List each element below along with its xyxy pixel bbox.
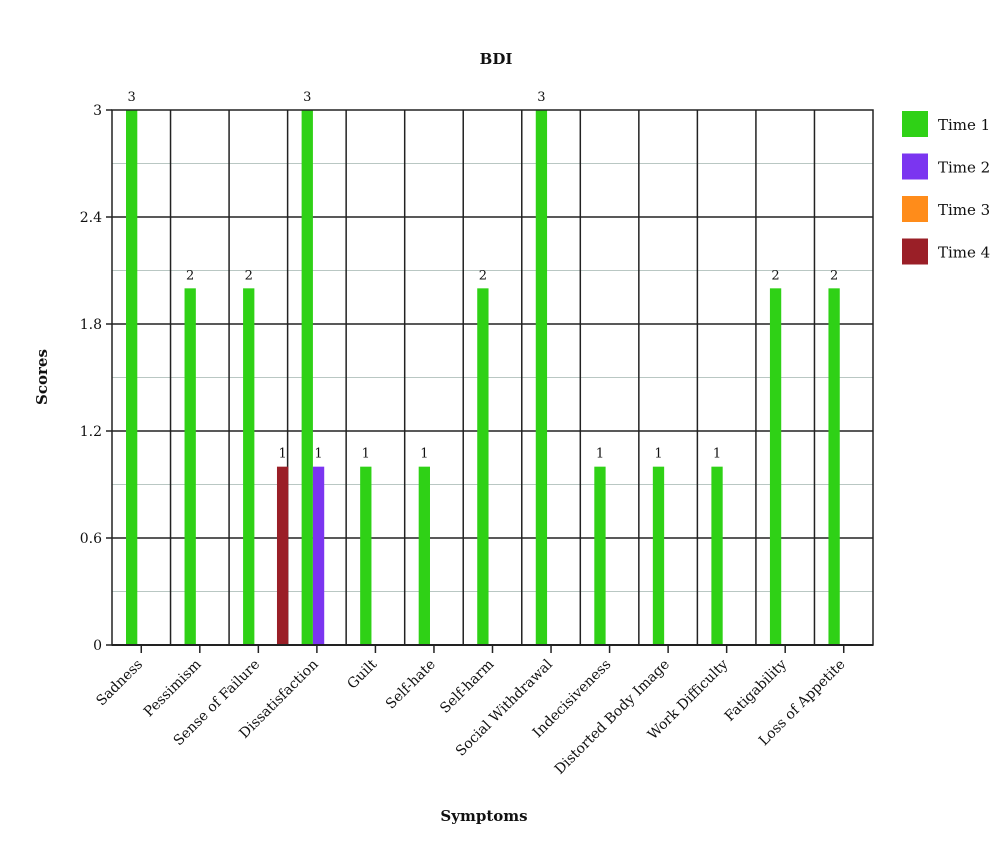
data-label: 2 — [771, 268, 779, 283]
data-label: 1 — [654, 447, 662, 462]
data-label: 2 — [186, 268, 194, 283]
y-tick-label: 0.6 — [80, 531, 102, 547]
bar — [594, 466, 606, 645]
data-label: 1 — [596, 447, 604, 462]
legend-label: Time 2 — [938, 159, 990, 177]
data-label: 3 — [537, 90, 545, 105]
bar — [126, 110, 138, 645]
bars — [126, 110, 840, 645]
y-tick-label: 3 — [93, 103, 102, 119]
data-label: 1 — [362, 447, 370, 462]
legend-label: Time 1 — [938, 116, 990, 134]
bar — [418, 466, 430, 645]
bar — [711, 466, 723, 645]
legend-swatch — [902, 196, 928, 222]
bar — [184, 288, 196, 645]
y-tick-label: 0 — [93, 638, 102, 654]
data-labels: 3 2 2 1 3 1 1 1 2 3 1 1 1 2 2 — [128, 90, 839, 462]
y-tick-label: 2.4 — [80, 210, 102, 226]
x-axis-title: Symptoms — [440, 807, 527, 825]
bar — [477, 288, 489, 645]
data-label: 1 — [314, 447, 322, 462]
data-label: 3 — [303, 90, 311, 105]
data-label: 2 — [830, 268, 838, 283]
bar — [243, 288, 255, 645]
x-category-label: Social Withdrawal — [453, 656, 556, 759]
bar — [301, 110, 313, 645]
bar — [769, 288, 782, 645]
bar — [276, 466, 289, 645]
bar — [360, 466, 372, 645]
data-label: 1 — [420, 447, 428, 462]
x-category-label: Sadness — [93, 657, 146, 710]
y-axis-title: Scores — [33, 349, 51, 405]
y-ticks: 0 0.6 1.2 1.8 2.4 3 — [80, 103, 112, 654]
legend-swatch — [902, 111, 928, 137]
legend-swatch — [902, 238, 928, 265]
chart-title: BDI — [480, 50, 513, 68]
data-label: 2 — [479, 268, 487, 283]
data-label: 1 — [278, 447, 286, 462]
y-tick-label: 1.2 — [80, 424, 102, 440]
bar — [312, 466, 325, 645]
data-label: 3 — [128, 90, 136, 105]
y-tick-label: 1.8 — [80, 317, 102, 333]
bar — [535, 110, 548, 645]
bar — [652, 466, 665, 645]
data-label: 2 — [245, 268, 253, 283]
x-category-label: Pessimism — [141, 657, 205, 721]
x-category-label: Self-harm — [437, 657, 497, 717]
legend-label: Time 3 — [938, 201, 990, 219]
legend-label: Time 4 — [938, 244, 990, 262]
x-category-label: Distorted Body Image — [552, 657, 673, 778]
bar — [828, 288, 840, 645]
grid — [112, 110, 873, 645]
x-category-label: Guilt — [344, 656, 380, 692]
x-category-label: Self-hate — [383, 657, 439, 713]
legend-swatch — [902, 153, 928, 180]
data-label: 1 — [713, 447, 721, 462]
legend: Time 1 Time 2 Time 3 Time 4 — [902, 111, 990, 265]
